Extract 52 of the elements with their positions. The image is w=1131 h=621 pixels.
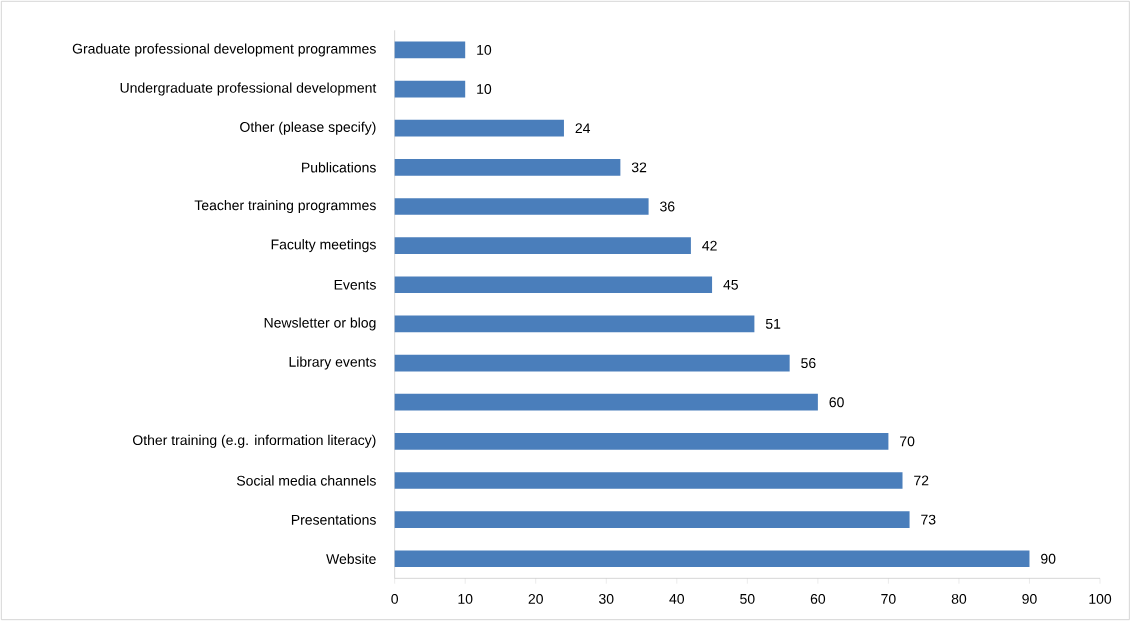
data-label: 51 (765, 319, 781, 329)
data-label: 60 (829, 397, 844, 408)
bar (394, 159, 621, 176)
bar (394, 276, 713, 294)
x-tick-label: 10 (458, 593, 473, 604)
y-tick-label: Other training (e.g. information literacy) (133, 434, 376, 448)
bar (394, 433, 889, 450)
y-tick-label: Faculty meetings (271, 239, 376, 253)
data-label: 73 (921, 514, 936, 525)
data-label: 24 (575, 123, 591, 134)
y-tick-label: Events (334, 279, 376, 290)
x-tick-label: 50 (740, 593, 755, 604)
data-label: 36 (660, 201, 675, 212)
data-label: 70 (900, 436, 915, 447)
x-tick-label: 90 (1022, 593, 1037, 604)
x-tick-label: 20 (528, 593, 543, 604)
y-tick-label: Publications (302, 162, 376, 173)
bar (394, 315, 755, 333)
bar (394, 354, 790, 372)
x-tick-label: 100 (1089, 593, 1112, 604)
y-tick-label: Website (326, 553, 376, 564)
x-tick-label: 30 (599, 593, 614, 604)
bar (394, 119, 564, 137)
y-tick-label: Newsletter or blog (264, 317, 376, 331)
y-tick-label: Undergraduate professional development (120, 82, 377, 96)
y-tick-label: Library events (289, 356, 376, 370)
bar (394, 237, 691, 254)
bar (394, 41, 466, 59)
data-label: 32 (631, 162, 647, 173)
bar (394, 198, 649, 215)
data-label: 45 (723, 279, 738, 290)
y-tick-label: Teacher training programmes (194, 199, 376, 213)
data-label: 10 (477, 84, 492, 95)
data-label: 72 (914, 475, 929, 486)
bar (394, 80, 466, 98)
data-label: 10 (477, 44, 492, 55)
bar (394, 393, 818, 411)
bar (394, 472, 903, 489)
x-tick-label: 60 (810, 593, 826, 604)
data-label: 90 (1041, 553, 1056, 564)
y-tick-label: Other (please specify) (240, 121, 376, 135)
x-tick-label: 80 (951, 593, 967, 604)
data-label: 56 (801, 358, 816, 369)
x-tick-label: 70 (881, 593, 896, 604)
x-tick-label: 40 (669, 593, 685, 604)
y-tick-label: Social media channels (236, 475, 376, 486)
bar (394, 511, 910, 528)
data-label: 42 (702, 240, 717, 251)
y-tick-label: Graduate professional development programmes (72, 43, 376, 57)
x-tick-label: 0 (391, 593, 399, 604)
bar (394, 550, 1030, 568)
y-tick-label: Presentations (291, 514, 376, 525)
